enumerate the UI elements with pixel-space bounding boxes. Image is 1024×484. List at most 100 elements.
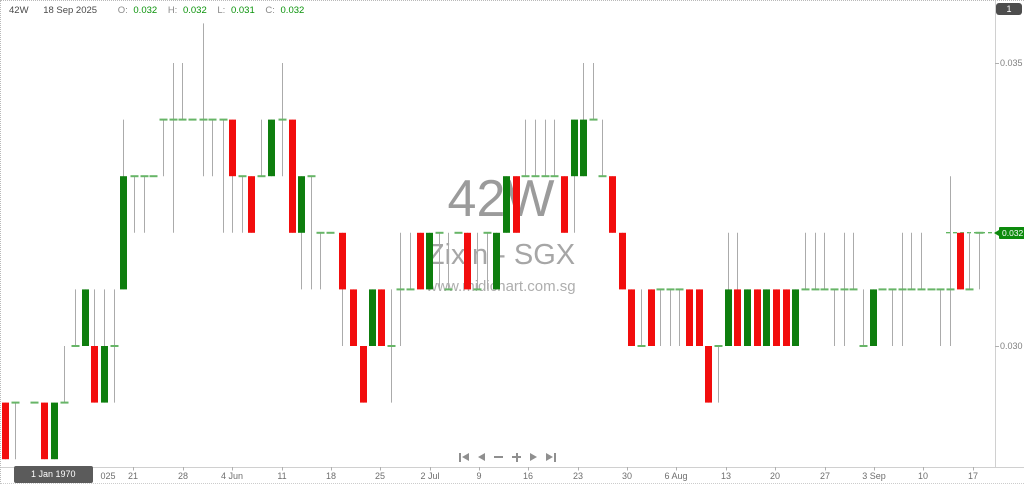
high-value: 0.032	[182, 5, 207, 16]
doji-dash	[521, 175, 530, 178]
candle-body-down	[561, 176, 568, 233]
candle	[326, 231, 335, 234]
candle	[773, 289, 780, 346]
candle	[927, 288, 936, 291]
skip-end-icon[interactable]	[546, 452, 556, 462]
candle	[820, 232, 829, 291]
candle	[60, 346, 69, 404]
candle	[178, 63, 187, 121]
zoom-in-icon[interactable]	[512, 452, 521, 462]
doji-dash	[550, 175, 559, 178]
x-axis-label: 17	[967, 471, 979, 481]
candle	[268, 119, 275, 177]
x-axis-label: 28	[177, 471, 189, 481]
candle	[387, 289, 396, 403]
doji-dash	[898, 288, 907, 291]
candle	[257, 119, 266, 178]
candle	[763, 289, 770, 346]
candle	[140, 175, 149, 233]
doji-dash	[473, 288, 482, 291]
candle-body-up	[120, 176, 127, 290]
doji-dash	[30, 401, 39, 404]
playback-controls	[459, 450, 556, 464]
pane-number-badge[interactable]: 1	[996, 3, 1022, 15]
candle	[744, 289, 751, 346]
candle	[830, 288, 839, 346]
x-axis-label: 9	[476, 471, 482, 481]
candle	[82, 289, 89, 346]
step-forward-icon[interactable]	[530, 453, 537, 461]
candle	[464, 232, 471, 290]
candle-body-up	[763, 289, 770, 346]
candle	[11, 401, 20, 460]
doji-dash	[60, 401, 69, 404]
x-axis-label: 11	[277, 471, 287, 481]
x-axis-label: 4 Jun	[220, 471, 244, 481]
candle	[598, 119, 607, 178]
candle	[339, 232, 346, 346]
candle	[208, 118, 217, 177]
candle	[801, 232, 810, 291]
candle-body-up	[298, 176, 305, 233]
candle	[686, 289, 693, 346]
candle	[426, 232, 433, 290]
doji-dash	[326, 231, 335, 234]
doji-dash	[714, 345, 723, 347]
doji-dash	[965, 288, 974, 291]
doji-dash	[598, 175, 607, 178]
candle	[435, 231, 444, 290]
candle	[811, 232, 820, 291]
skip-start-icon[interactable]	[459, 452, 469, 462]
candle-body-up	[503, 176, 510, 233]
doji-dash	[435, 231, 444, 234]
candle	[307, 175, 316, 290]
doji-dash	[316, 231, 325, 234]
step-back-icon[interactable]	[478, 453, 485, 461]
doji-dash	[878, 288, 887, 291]
candle	[965, 232, 974, 291]
candle	[369, 289, 376, 346]
doji-dash	[178, 118, 187, 121]
x-axis-label: 27	[819, 471, 831, 481]
candle-body-down	[229, 119, 236, 177]
candle-body-down	[773, 289, 780, 346]
candle	[580, 63, 587, 177]
candle-body-down	[417, 232, 424, 290]
doji-dash	[71, 345, 80, 347]
doji-dash	[811, 288, 820, 291]
candle	[238, 175, 247, 233]
y-tick-label: 0.035	[1000, 58, 1023, 68]
candle-body-up	[369, 289, 376, 346]
doji-dash	[849, 288, 858, 291]
candle-body-down	[248, 176, 255, 233]
doji-dash	[454, 231, 463, 234]
candle	[110, 289, 119, 403]
doji-dash	[859, 345, 868, 347]
candle	[298, 176, 305, 290]
doji-dash	[169, 118, 178, 121]
current-price-tag: 0.032	[993, 227, 1024, 239]
zoom-out-icon[interactable]	[494, 456, 503, 458]
candle	[350, 289, 357, 346]
doji-dash	[946, 288, 955, 291]
ohlc-readout: 42W 18 Sep 2025 O: 0.032 H: 0.032 L: 0.0…	[9, 5, 304, 16]
candle-body-up	[51, 402, 58, 460]
candle	[878, 288, 887, 291]
candle-body-down	[350, 289, 357, 346]
open-label: O:	[117, 5, 128, 16]
candle	[278, 63, 287, 177]
candle	[675, 288, 684, 346]
candle-body-up	[101, 346, 108, 403]
x-axis-label: 2 Jul	[420, 471, 440, 481]
candle-body-up	[82, 289, 89, 346]
candle	[648, 289, 655, 346]
doji-dash	[675, 288, 684, 291]
candle	[840, 232, 849, 346]
candle	[120, 119, 127, 290]
candle	[705, 346, 712, 403]
x-axis[interactable]: 025 21 28 4 Jun 11 18 25 2 Jul 9 16 23 30 6 Aug 13 20 2…	[1, 471, 1024, 483]
candle	[159, 118, 168, 177]
candle	[454, 231, 463, 234]
doji-dash	[406, 288, 415, 291]
